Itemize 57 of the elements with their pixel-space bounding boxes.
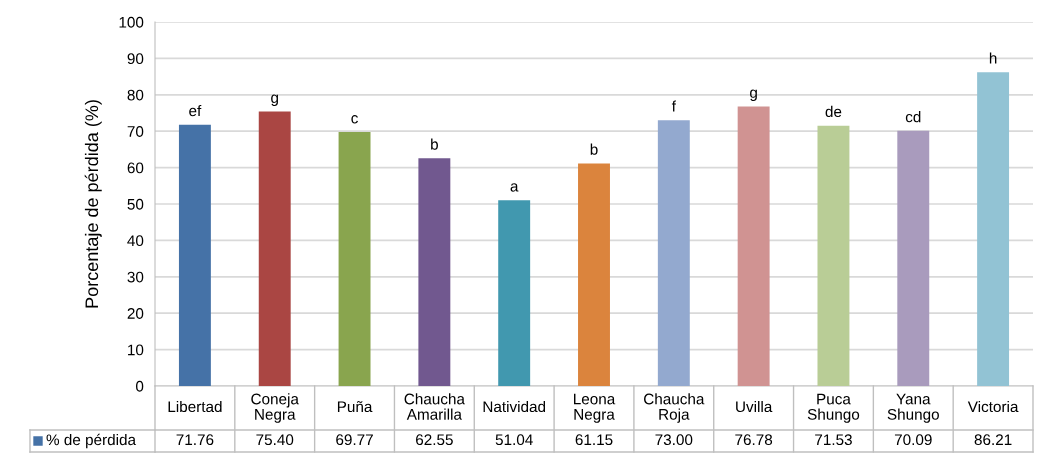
bar [498,200,531,386]
data-label: 69.77 [336,434,373,446]
annotation: b [431,138,438,150]
x-tick-label: Chaucha Roja [644,393,705,423]
annotation: a [510,183,519,192]
annotation: g [750,89,757,101]
data-label: 61.15 [575,434,613,446]
bar [578,163,610,386]
bar [338,132,371,386]
y-tick-label: 60 [127,162,144,174]
annotation: ef [189,105,202,117]
data-label: 86.21 [974,434,1012,446]
bar [418,158,451,386]
bar [178,124,211,386]
x-tick-label: Yana Shungo [887,393,939,423]
data-label: 71.76 [176,434,214,446]
legend-label: % de pérdida [46,433,137,449]
data-label: 76.78 [735,434,773,446]
bar [817,125,850,386]
x-tick-label: Puña [337,400,373,413]
x-tick-label: Libertad [168,400,222,413]
annotation: f [671,100,676,112]
annotation: b [590,143,598,155]
x-tick-label: Leona Negra [574,393,616,423]
y-axis-title: Porcentaje de pérdida (%) [84,100,102,308]
annotation: g [271,94,278,106]
y-tick-label: 10 [128,344,144,356]
data-label: 62.55 [416,434,453,446]
x-tick-label: Coneja Negra [251,393,299,423]
y-tick-label: 80 [127,89,144,101]
x-tick-label: Chaucha Amarilla [404,393,465,420]
annotation: h [989,52,997,64]
data-label: 71.53 [815,434,852,446]
x-tick-label: Uvilla [736,400,773,413]
data-label: 70.09 [894,434,932,446]
data-label: 73.00 [655,434,693,446]
x-tick-label: Natividad [483,400,546,413]
y-tick-label: 50 [127,198,144,210]
data-label: 51.04 [495,434,533,446]
bar [977,72,1010,386]
x-tick-label: Puca Shungo [807,393,860,423]
y-tick-label: 30 [127,271,144,283]
y-tick-label: 0 [135,380,144,392]
annotation: c [351,115,358,124]
bar [897,130,930,386]
y-tick-label: 100 [119,16,144,28]
annotation: cd [905,111,921,123]
x-tick-label: Victoria [967,400,1019,413]
bar [737,106,770,386]
bar [657,120,690,386]
y-tick-label: 20 [127,308,144,319]
y-tick-label: 90 [127,53,144,65]
annotation: de [825,105,842,118]
bar [258,111,291,386]
data-label: 75.40 [256,434,294,446]
y-tick-label: 40 [127,235,144,247]
y-tick-label: 70 [127,126,144,137]
